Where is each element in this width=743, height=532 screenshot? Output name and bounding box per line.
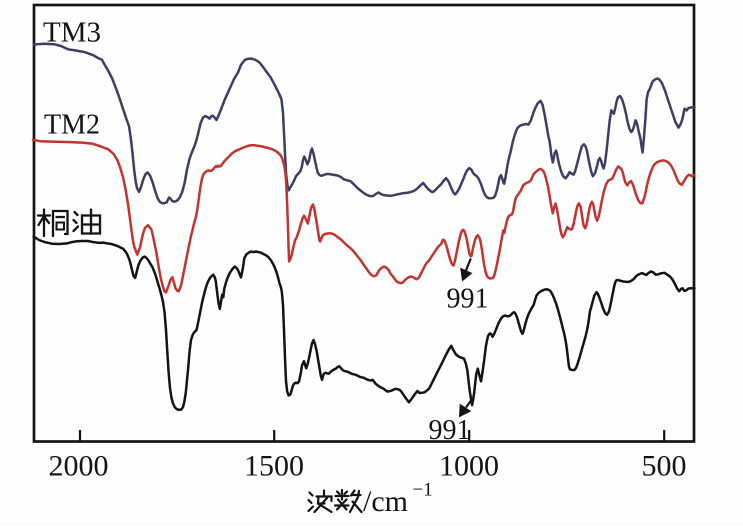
svg-text:500: 500 — [642, 450, 687, 483]
svg-text:991: 991 — [447, 284, 489, 315]
svg-text:/cm: /cm — [363, 485, 408, 518]
svg-text:−1: −1 — [413, 480, 433, 501]
svg-text:1000: 1000 — [439, 450, 499, 483]
svg-text:991: 991 — [429, 415, 471, 446]
svg-text:2000: 2000 — [49, 450, 109, 483]
svg-text:1500: 1500 — [244, 450, 304, 483]
svg-text:TM2: TM2 — [44, 110, 100, 141]
